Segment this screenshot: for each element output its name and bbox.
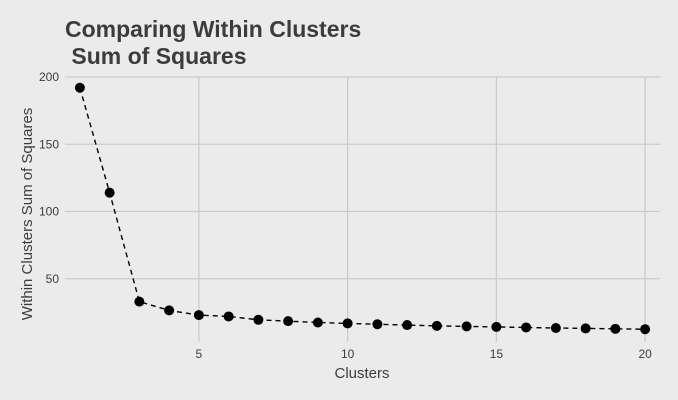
- x-tick-label: 20: [638, 347, 652, 361]
- data-point: [193, 310, 204, 321]
- data-point: [550, 323, 561, 334]
- y-tick-label: 100: [39, 205, 59, 219]
- data-point: [402, 320, 413, 331]
- chart-title-line-1: Comparing Within Clusters: [65, 16, 361, 42]
- data-point: [640, 324, 651, 335]
- y-tick-label: 50: [46, 272, 60, 286]
- data-point: [223, 311, 234, 322]
- y-tick-label: 200: [39, 70, 59, 84]
- x-axis-label: Clusters: [334, 365, 389, 382]
- data-point: [74, 82, 85, 93]
- data-point: [134, 296, 145, 307]
- series-points: [74, 82, 651, 335]
- y-axis-label: Within Clusters Sum of Squares: [19, 108, 36, 321]
- data-point: [431, 320, 442, 331]
- x-tick-label: 10: [341, 347, 355, 361]
- data-point: [253, 314, 264, 325]
- data-point: [104, 187, 115, 198]
- x-tick-label: 15: [490, 347, 504, 361]
- data-point: [491, 321, 502, 332]
- chart-title-line-2: Sum of Squares: [65, 43, 246, 69]
- data-point: [372, 319, 383, 330]
- data-point: [164, 305, 175, 316]
- data-point: [312, 317, 323, 328]
- data-point: [342, 318, 353, 329]
- x-tick-label: 5: [196, 347, 203, 361]
- data-point: [610, 323, 621, 334]
- tick-labels: 50 100 150 200 5 10 15 20: [39, 70, 652, 361]
- data-point: [461, 321, 472, 332]
- data-point: [283, 316, 294, 327]
- data-point: [580, 323, 591, 334]
- y-tick-label: 150: [39, 137, 59, 151]
- data-point: [521, 322, 532, 333]
- grid-lines: [65, 76, 660, 342]
